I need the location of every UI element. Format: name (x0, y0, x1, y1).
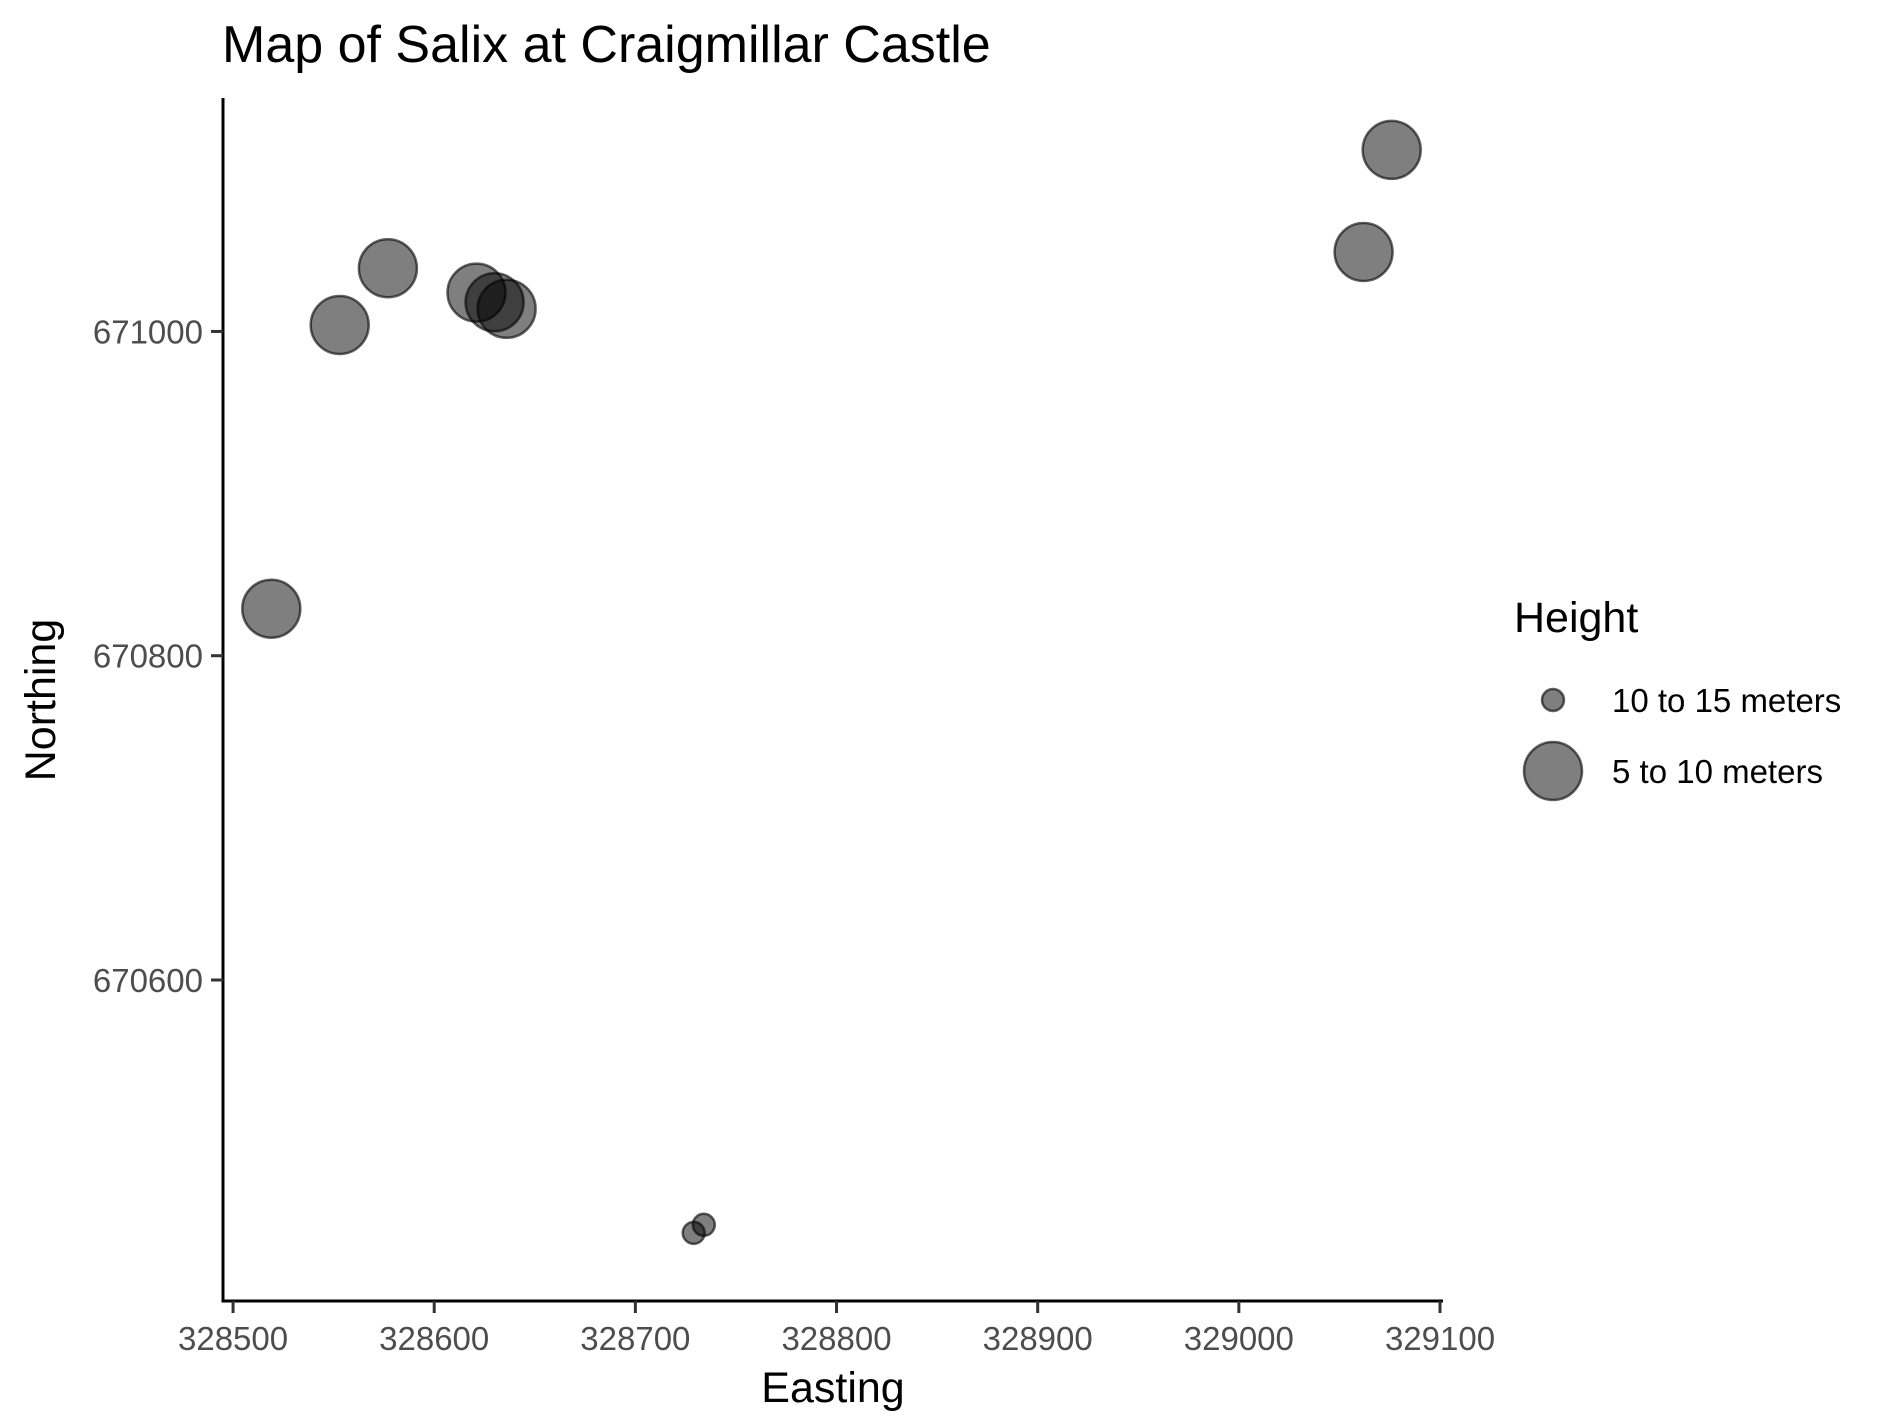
x-tick-label: 328800 (781, 1320, 891, 1357)
x-tick-label: 328500 (178, 1320, 288, 1357)
data-point (241, 578, 302, 639)
legend: Height 10 to 15 meters 5 to 10 meters (1514, 594, 1841, 802)
data-point (691, 1212, 717, 1238)
legend-key (1522, 740, 1584, 802)
x-axis-ticks: 328500 328600 328700 328800 328900 329000 3291… (178, 1301, 1495, 1357)
legend-title: Height (1514, 594, 1638, 642)
data-point (1361, 119, 1422, 181)
y-tick-label: 670800 (93, 638, 203, 675)
data-point (1333, 221, 1394, 283)
data-point (309, 294, 370, 356)
legend-label: 10 to 15 meters (1612, 682, 1841, 719)
chart-title: Map of Salix at Craigmillar Castle (222, 16, 991, 74)
x-tick-label: 329000 (1184, 1320, 1294, 1357)
legend-key (1540, 687, 1566, 713)
y-tick-label: 671000 (93, 313, 203, 350)
data-point (357, 237, 419, 299)
x-axis-title: Easting (761, 1364, 904, 1412)
legend-entries: 10 to 15 meters 5 to 10 meters (1522, 682, 1841, 802)
y-axis-title: Northing (17, 619, 65, 782)
x-tick-label: 329100 (1385, 1320, 1495, 1357)
x-tick-label: 328600 (379, 1320, 489, 1357)
data-point (476, 278, 537, 340)
plot-area (241, 119, 1422, 1246)
x-tick-label: 328700 (580, 1320, 690, 1357)
legend-label: 5 to 10 meters (1612, 753, 1823, 790)
y-tick-label: 670600 (93, 962, 203, 999)
y-axis-ticks: 670600 670800 671000 (93, 313, 223, 999)
x-tick-label: 328900 (983, 1320, 1093, 1357)
